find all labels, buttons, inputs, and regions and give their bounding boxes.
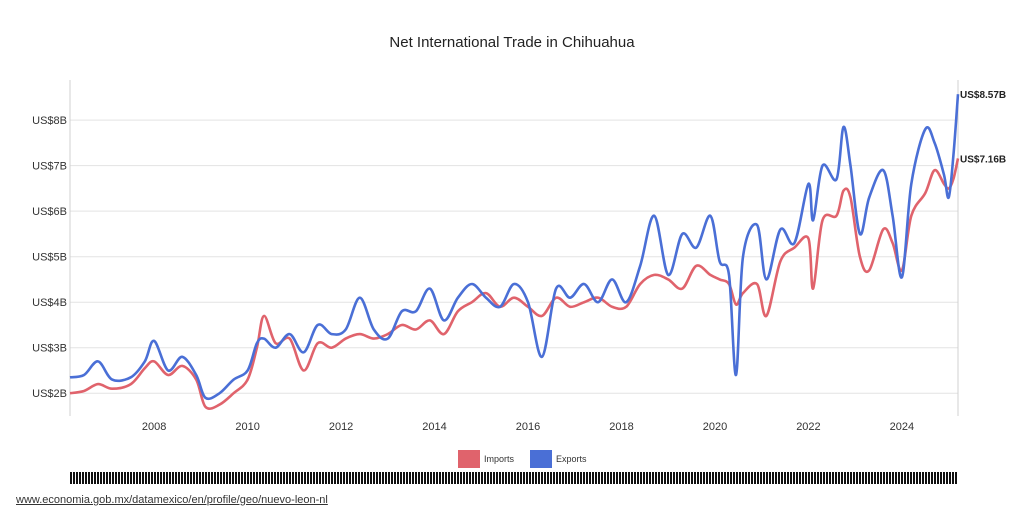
x-tick-label: 2016: [516, 421, 540, 433]
source-link[interactable]: www.economia.gob.mx/datamexico/en/profil…: [16, 494, 328, 506]
legend[interactable]: Imports Exports: [458, 450, 587, 468]
chart-title: Net International Trade in Chihuahua: [389, 34, 635, 51]
x-tick-label: 2012: [329, 421, 353, 433]
x-tick-label: 2022: [796, 421, 820, 433]
imports-series-line[interactable]: [69, 158, 960, 410]
legend-swatch-imports[interactable]: [458, 450, 480, 468]
y-tick-label: US$8B: [32, 115, 67, 127]
x-tick-label: 2008: [142, 421, 166, 433]
x-axis-ticks: 2008 2010 2012 2014 2016 2018 2020 2022 2024: [142, 421, 914, 433]
x-tick-label: 2014: [422, 421, 446, 433]
exports-series-line[interactable]: [69, 94, 960, 401]
y-tick-label: US$5B: [32, 252, 67, 264]
x-tick-label: 2018: [609, 421, 633, 433]
end-labels: US$7.16B US$8.57B: [960, 90, 1006, 165]
time-range-slider[interactable]: [70, 472, 958, 484]
x-tick-label: 2010: [235, 421, 259, 433]
trade-line-chart: US$2B US$3B US$4B US$5B US$6B US$7B US$8B 2008…: [32, 80, 1006, 468]
x-tick-label: 2024: [890, 421, 914, 433]
legend-label-exports[interactable]: Exports: [556, 454, 587, 464]
y-tick-label: US$4B: [32, 297, 67, 309]
y-tick-label: US$3B: [32, 343, 67, 355]
series-lines: [69, 94, 960, 410]
y-tick-label: US$6B: [32, 206, 67, 218]
y-tick-label: US$7B: [32, 161, 67, 173]
x-tick-label: 2020: [703, 421, 727, 433]
y-axis-ticks: US$2B US$3B US$4B US$5B US$6B US$7B US$8B: [32, 115, 67, 400]
exports-end-label: US$8.57B: [960, 90, 1006, 101]
grid-lines: [69, 80, 959, 416]
imports-end-label: US$7.16B: [960, 154, 1006, 165]
legend-swatch-exports[interactable]: [530, 450, 552, 468]
legend-label-imports[interactable]: Imports: [484, 454, 515, 464]
y-tick-label: US$2B: [32, 388, 67, 400]
